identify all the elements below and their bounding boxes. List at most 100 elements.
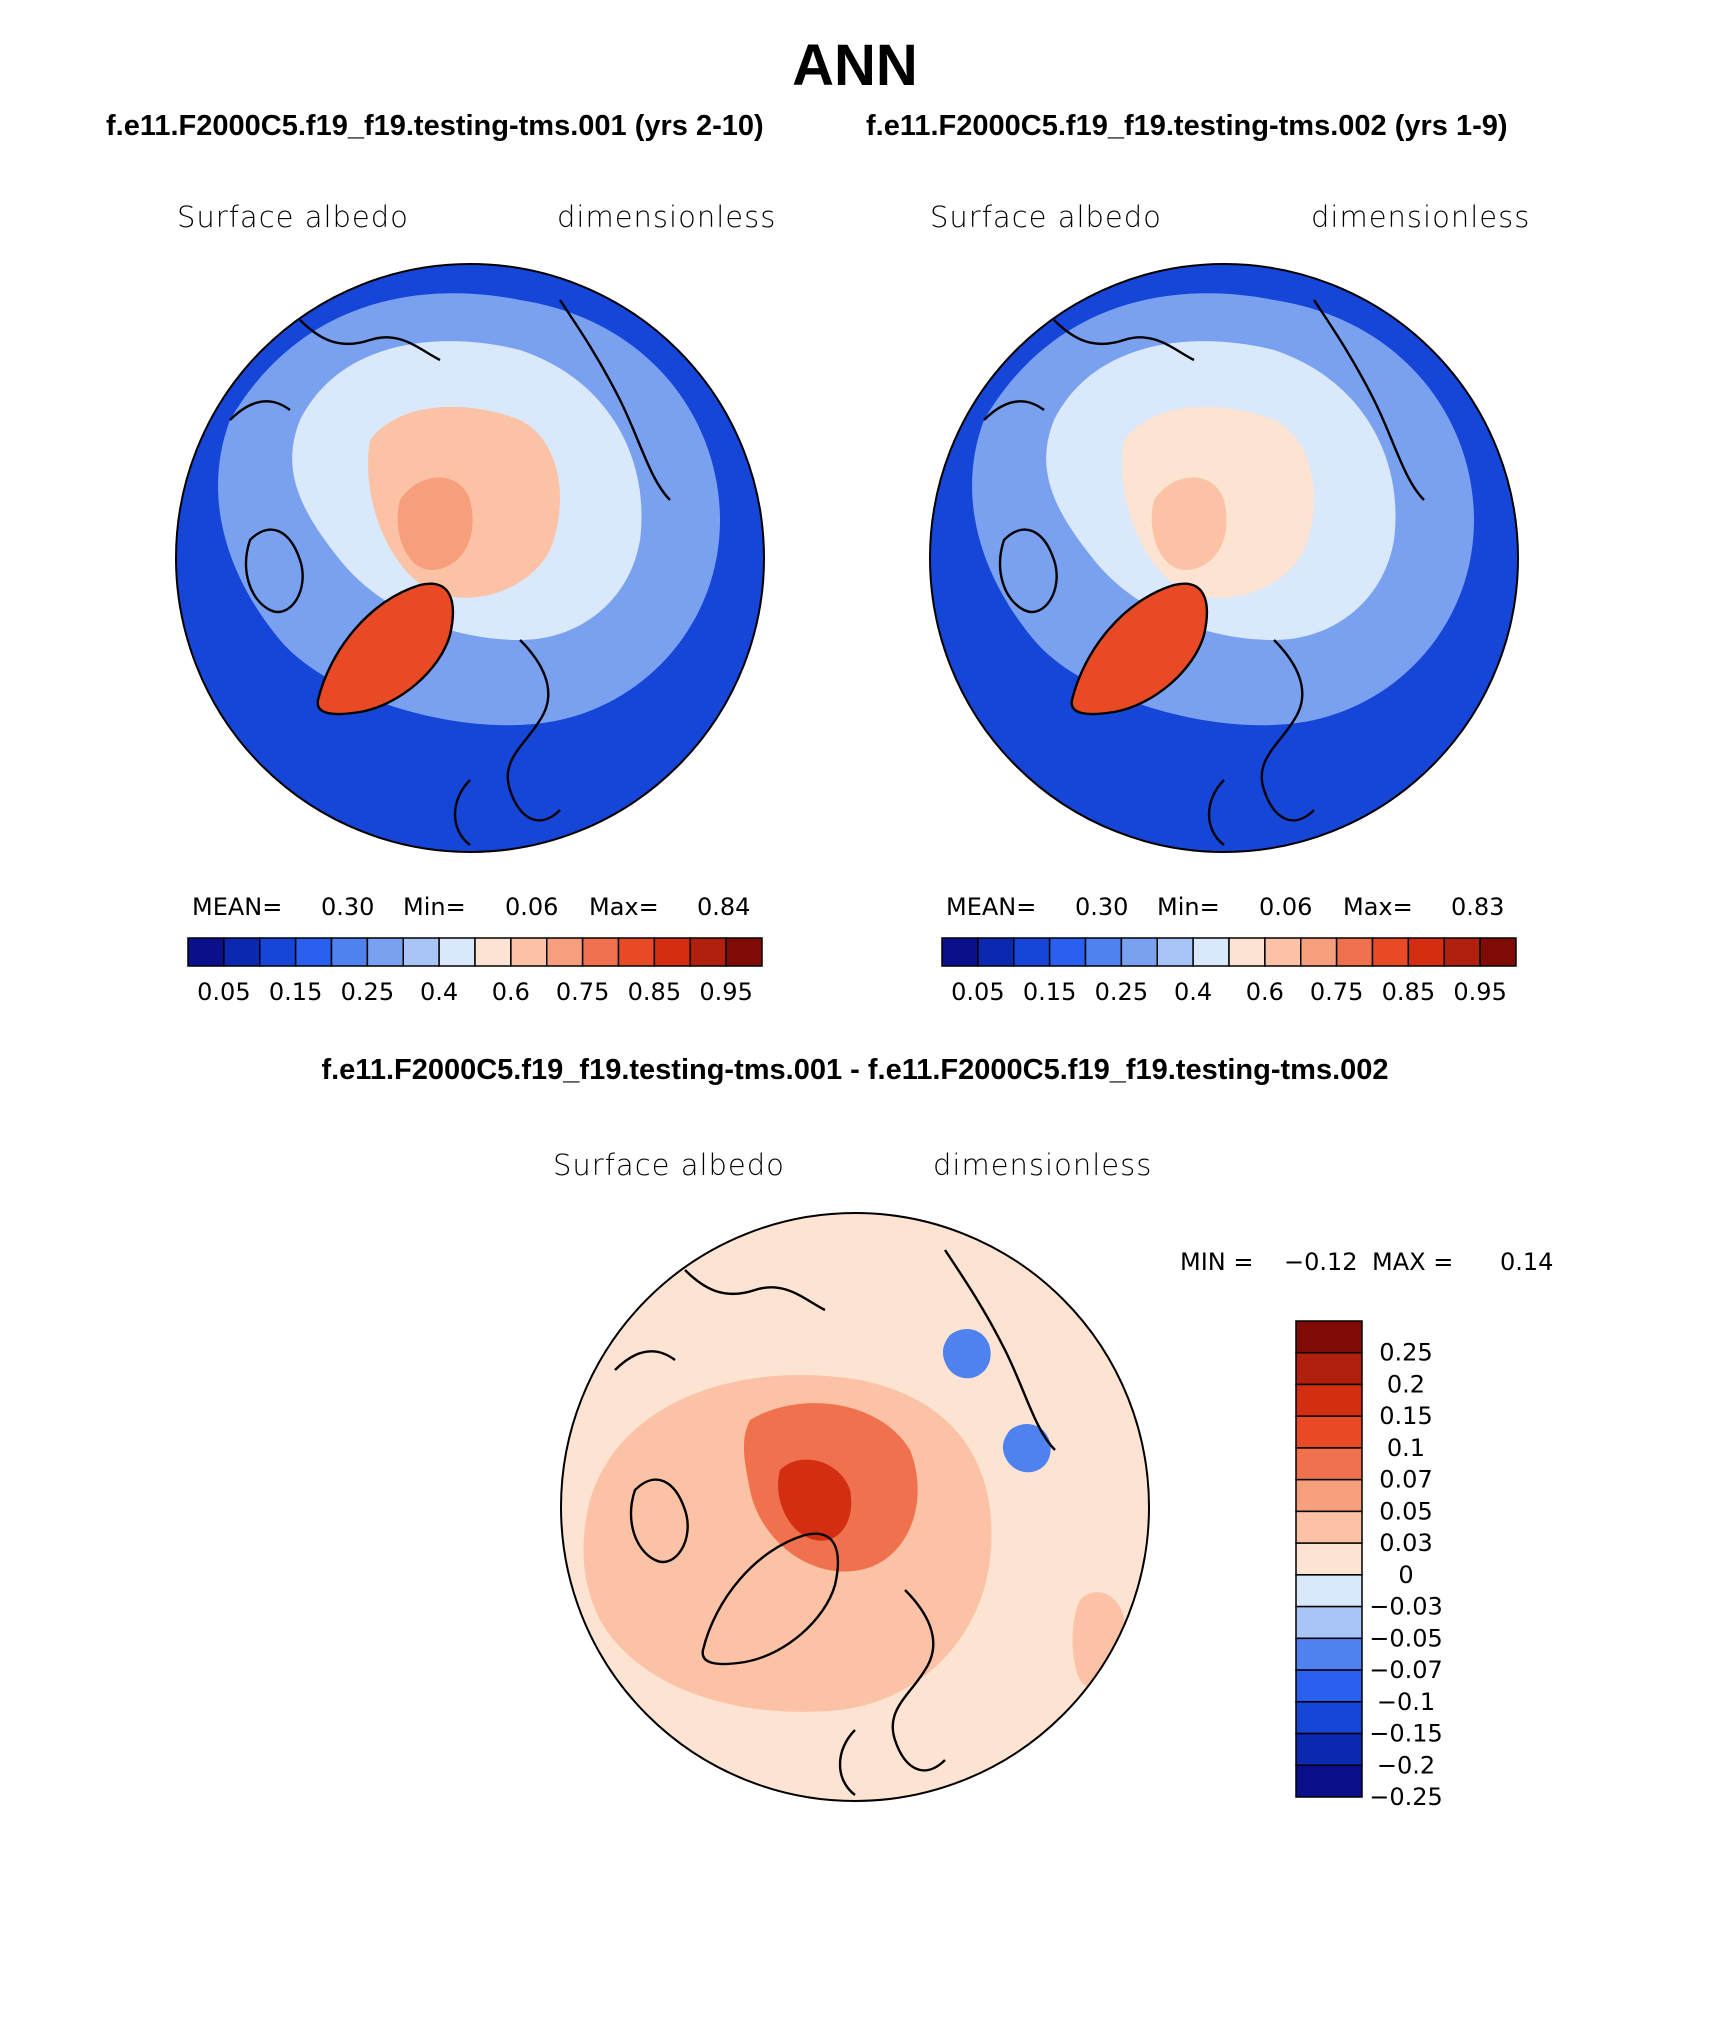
colorbar-tick-label: 0.25 (1095, 978, 1148, 1006)
colorbar-tick-label: 0.2 (1387, 1370, 1425, 1398)
colorbar-swatch (1048, 937, 1087, 967)
colorbar-tick-label: 0.95 (1453, 978, 1506, 1006)
colorbar-swatch (402, 937, 440, 967)
colorbar-swatch (1295, 1764, 1363, 1798)
colorbar-swatch (474, 937, 512, 967)
colorbar-swatch (1295, 1351, 1363, 1386)
colorbar-swatch (1228, 937, 1266, 967)
panel3-units-label: dimensionless (933, 1148, 1153, 1182)
colorbar-swatch (941, 937, 979, 967)
map-boundary (560, 1212, 1150, 1802)
panel1-max-value: 0.84 (697, 893, 751, 921)
colorbar-swatch (1295, 1574, 1363, 1608)
panel1-units-label: dimensionless (557, 200, 777, 234)
colorbar-swatch (1295, 1732, 1363, 1767)
colorbar-swatch (1295, 1701, 1363, 1735)
colorbar-swatch (1479, 937, 1517, 967)
colorbar-swatch (581, 937, 620, 967)
colorbar-tick-label: 0.95 (699, 978, 752, 1006)
difference-title: f.e11.F2000C5.f19_f19.testing-tms.001 - … (321, 1054, 1389, 1086)
panel1-min-label: Min= (403, 893, 466, 921)
colorbar-swatch (187, 937, 225, 967)
map-panel-difference (560, 1212, 1150, 1802)
colorbar-tick-label: 0.4 (1174, 978, 1212, 1006)
colorbar-tick-label: 0.05 (197, 978, 250, 1006)
colorbar-tick-label: 0.15 (1379, 1402, 1432, 1430)
colorbar-tick-label: 0.05 (1379, 1497, 1432, 1525)
colorbar-swatch (977, 937, 1015, 967)
panel2-max-label: Max= (1343, 893, 1413, 921)
panel3-max-value: 0.14 (1500, 1248, 1554, 1276)
colorbar-tick-label: 0.15 (1023, 978, 1076, 1006)
colorbar-swatch (1295, 1320, 1363, 1354)
colorbar-tick-label: 0.85 (628, 978, 681, 1006)
colorbar-tick-label: 0.75 (556, 978, 609, 1006)
map-panel-case-001 (175, 263, 765, 853)
map-panel-case-002 (929, 263, 1519, 853)
panel1-max-label: Max= (589, 893, 659, 921)
colorbar-swatch (223, 937, 261, 967)
colorbar-swatch (653, 937, 691, 967)
colorbar-tick-label: −0.03 (1369, 1593, 1443, 1621)
map-boundary (175, 263, 765, 853)
colorbar-swatch (438, 937, 476, 967)
arctic-ice-core (1151, 477, 1227, 570)
colorbar-swatch (617, 937, 656, 967)
colorbar-swatch (1295, 1510, 1363, 1544)
strong-positive-core (778, 1459, 852, 1541)
colorbar-swatch (366, 937, 404, 967)
negative-patch-beaufort (1002, 1424, 1051, 1473)
colorbar-swatch (689, 937, 727, 967)
colorbar-tick-label: 0.25 (341, 978, 394, 1006)
panel2-mean-value: 0.30 (1075, 893, 1129, 921)
panel3-min-value: −0.12 (1284, 1248, 1358, 1276)
map-boundary (929, 263, 1519, 853)
colorbar-swatch (1407, 937, 1445, 967)
colorbar-tick-label: 0.15 (269, 978, 322, 1006)
colorbar-swatch (1443, 937, 1481, 967)
panel1-mean-label: MEAN= (192, 893, 283, 921)
colorbar-swatch (546, 937, 584, 967)
colorbar-tick-label: −0.2 (1377, 1751, 1435, 1779)
colorbar-swatch (1084, 937, 1123, 967)
colorbar-swatch (1156, 937, 1194, 967)
colorbar-tick-label: 0.75 (1310, 978, 1363, 1006)
panel2-max-value: 0.83 (1451, 893, 1505, 921)
main-title: ANN (792, 33, 918, 98)
colorbar-tick-label: −0.15 (1369, 1720, 1443, 1748)
panel3-min-label: MIN = (1180, 1248, 1254, 1276)
colorbar-tick-label: 0.03 (1379, 1529, 1432, 1557)
colorbar-swatch (1335, 937, 1374, 967)
colorbar-swatch (1013, 937, 1051, 967)
colorbar-case-002: 0.05 0.15 0.25 0.4 0.6 0.75 0.85 0.95 (941, 937, 1517, 1006)
colorbar-swatch (1295, 1605, 1363, 1640)
colorbar-tick-label: 0.07 (1379, 1466, 1432, 1494)
colorbar-tick-label: −0.05 (1369, 1624, 1443, 1652)
colorbar-swatch (1120, 937, 1158, 967)
panel2-mean-label: MEAN= (946, 893, 1037, 921)
colorbar-swatch (1295, 1447, 1363, 1481)
colorbar-tick-label: 0.6 (492, 978, 530, 1006)
colorbar-tick-label: 0.25 (1379, 1339, 1432, 1367)
panel2-units-label: dimensionless (1311, 200, 1531, 234)
panel2-min-value: 0.06 (1259, 893, 1313, 921)
coastlines (983, 299, 1425, 846)
colorbar-swatch (1295, 1383, 1363, 1417)
colorbar-swatch (1264, 937, 1302, 967)
colorbar-swatch (1295, 1478, 1363, 1513)
colorbar-case-001: 0.05 0.15 0.25 0.4 0.6 0.75 0.85 0.95 (187, 937, 763, 1006)
coastlines (614, 1249, 1056, 1796)
panel2-variable-label: Surface albedo (930, 200, 1162, 234)
colorbar-tick-label: 0.1 (1387, 1434, 1425, 1462)
panel2-min-label: Min= (1157, 893, 1220, 921)
panel3-max-label: MAX = (1372, 1248, 1454, 1276)
colorbar-swatch (259, 937, 297, 967)
panel1-mean-value: 0.30 (321, 893, 375, 921)
panel1-min-value: 0.06 (505, 893, 559, 921)
colorbar-tick-label: −0.25 (1369, 1783, 1443, 1811)
panel3-variable-label: Surface albedo (553, 1148, 785, 1182)
panel1-variable-label: Surface albedo (177, 200, 409, 234)
colorbar-swatch (1295, 1542, 1363, 1576)
colorbar-swatch (1295, 1669, 1363, 1703)
